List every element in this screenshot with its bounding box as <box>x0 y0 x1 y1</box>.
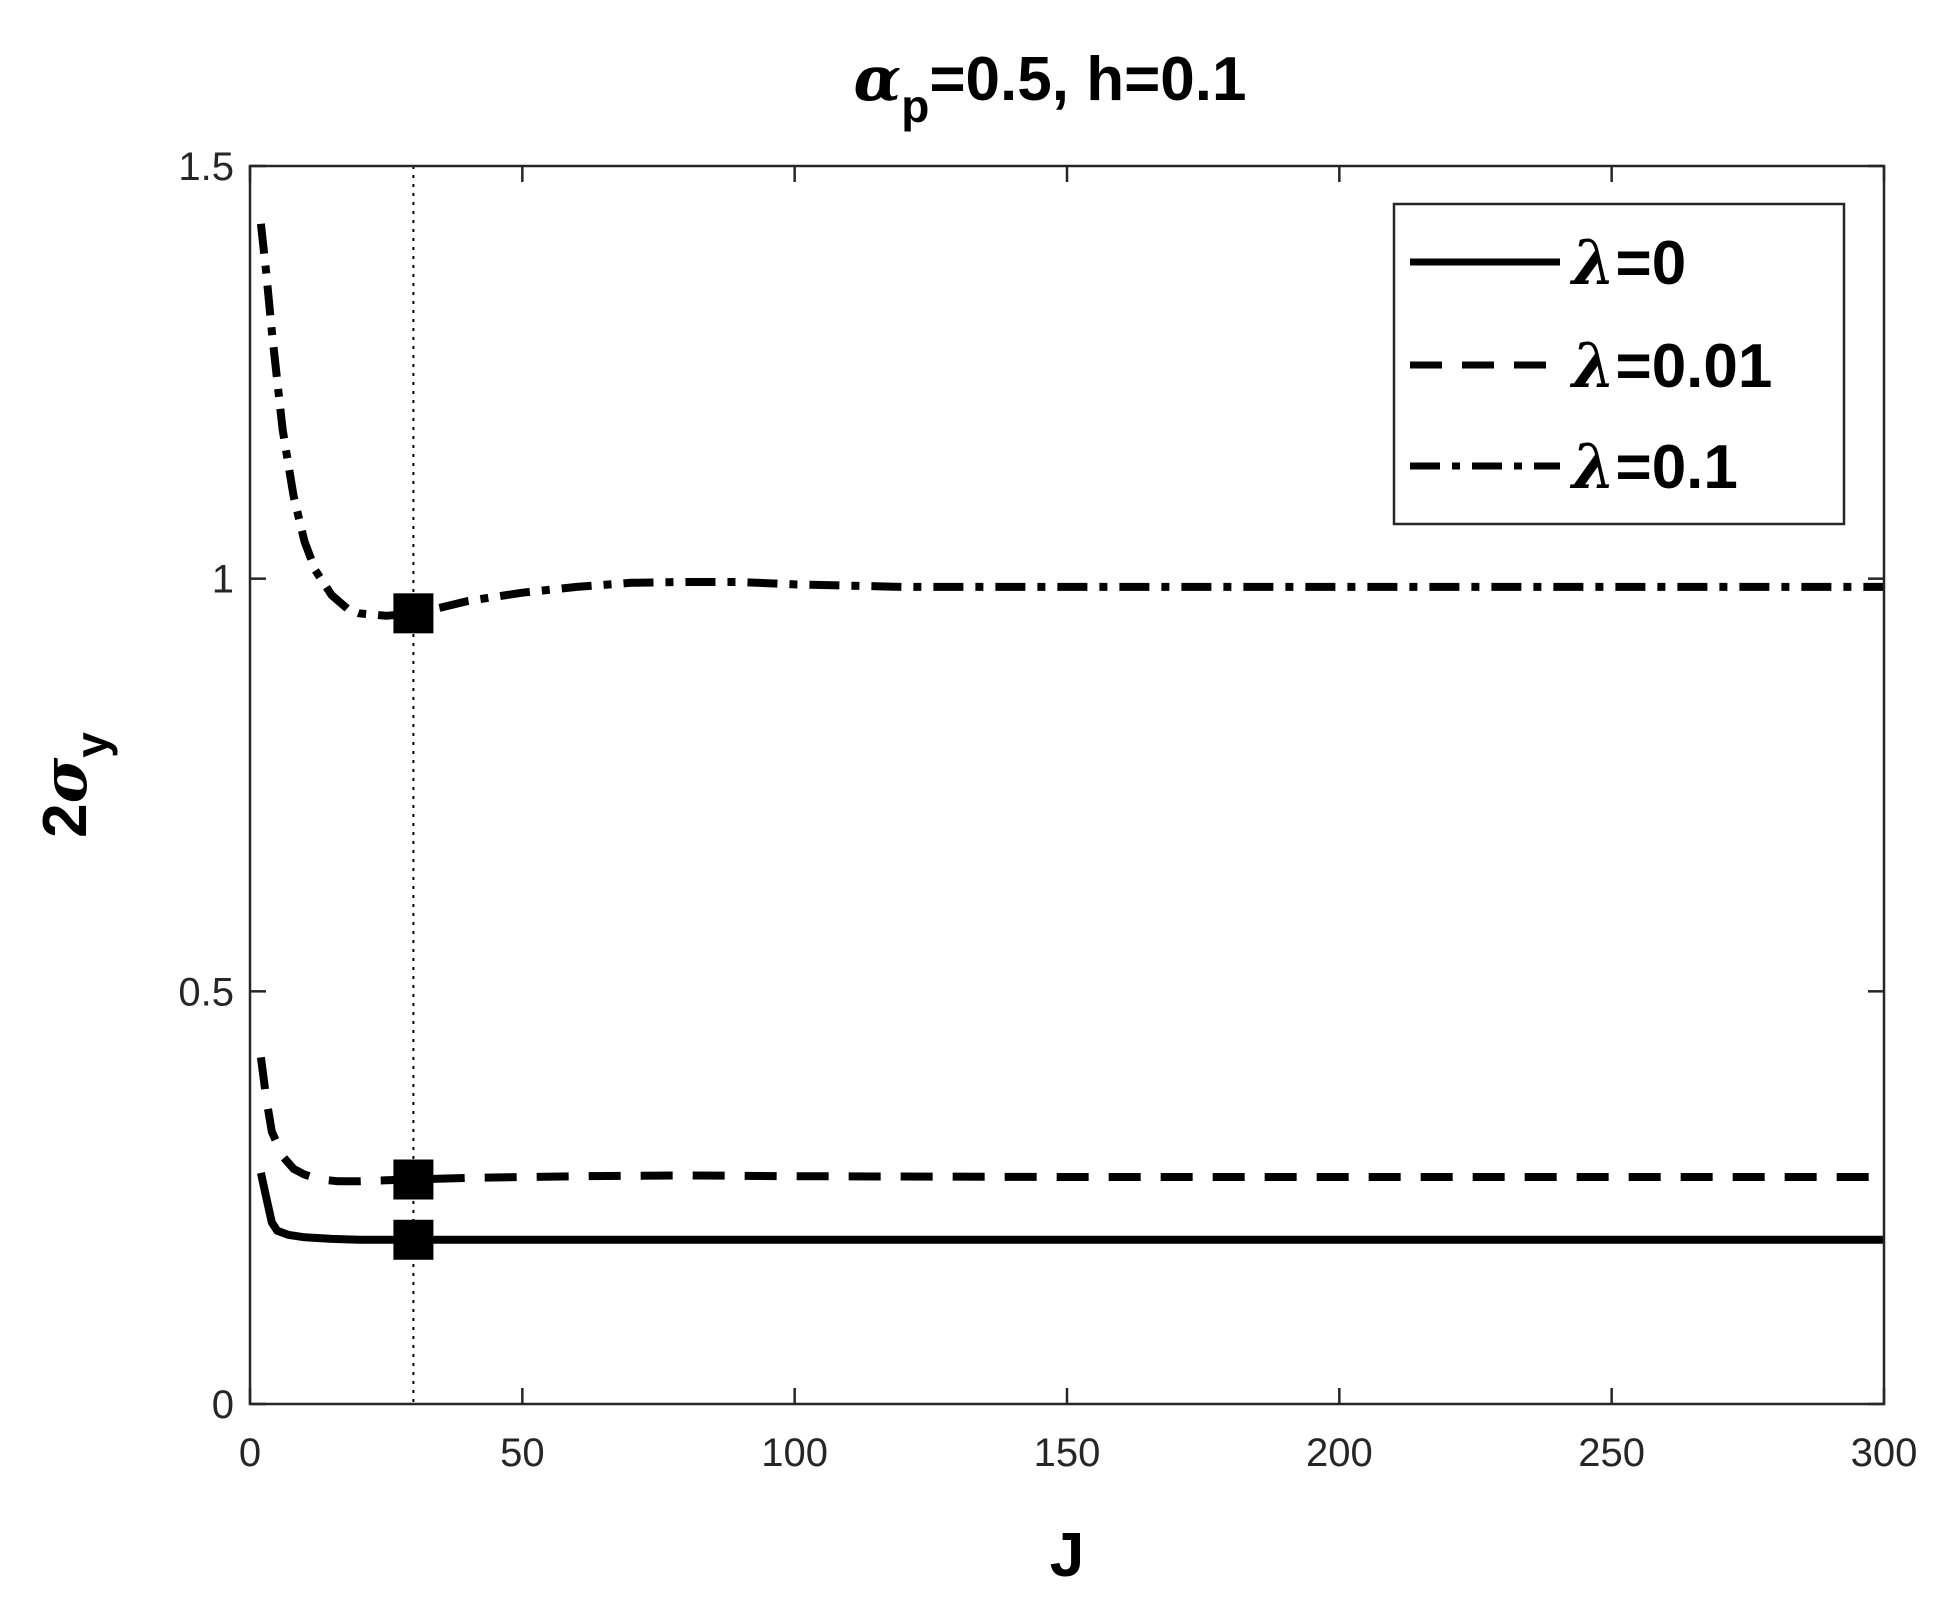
legend-label-lambda-0: λ=0 <box>1569 226 1686 299</box>
series-line-0 <box>256 1172 1884 1244</box>
x-tick-label: 250 <box>1578 1431 1645 1475</box>
legend-rest: =0.01 <box>1615 332 1772 401</box>
x-tick-label: 100 <box>761 1431 828 1475</box>
ylabel-subscript: y <box>66 732 118 758</box>
ylabel-greek-sigma: σ <box>28 757 101 803</box>
title-greek-alpha: α <box>854 42 902 115</box>
title-subscript: p <box>901 80 929 132</box>
square-marker-0 <box>393 1219 434 1260</box>
marker-layer <box>393 593 434 1260</box>
legend-greek-lambda: λ <box>1569 430 1615 503</box>
legend-rest: =0 <box>1615 229 1686 298</box>
ylabel-prefix: 2 <box>31 803 100 837</box>
y-tick-label: 1.5 <box>178 145 234 189</box>
legend-greek-lambda: λ <box>1569 226 1615 299</box>
chart-title: αp=0.5, h=0.1 <box>854 42 1247 132</box>
square-marker-2 <box>393 593 434 634</box>
x-tick-label: 50 <box>500 1431 545 1475</box>
title-rest: =0.5, h=0.1 <box>929 45 1246 114</box>
x-tick-label: 0 <box>239 1431 261 1475</box>
y-axis-label: 2σy <box>28 732 118 838</box>
y-tick-label: 0.5 <box>178 970 234 1014</box>
legend: λ=0 λ=0.01 λ=0.1 <box>1392 202 1846 526</box>
series-line-1 <box>256 1056 1884 1186</box>
legend-label-lambda-0.01: λ=0.01 <box>1569 329 1772 402</box>
x-tick-label: 300 <box>1851 1431 1918 1475</box>
legend-greek-lambda: λ <box>1569 329 1615 402</box>
x-axis-ticks: 0 50 100 150 200 250 300 <box>239 166 1918 1475</box>
y-tick-label: 1 <box>212 558 234 602</box>
y-tick-label: 0 <box>212 1383 234 1427</box>
legend-rest: =0.1 <box>1615 433 1737 502</box>
x-tick-label: 200 <box>1306 1431 1373 1475</box>
square-marker-1 <box>393 1159 434 1200</box>
legend-label-lambda-0.1: λ=0.1 <box>1569 430 1738 503</box>
x-axis-label: J <box>1050 1521 1084 1590</box>
y-axis-ticks: 0 0.5 1 1.5 <box>178 145 1884 1427</box>
x-tick-label: 150 <box>1034 1431 1101 1475</box>
